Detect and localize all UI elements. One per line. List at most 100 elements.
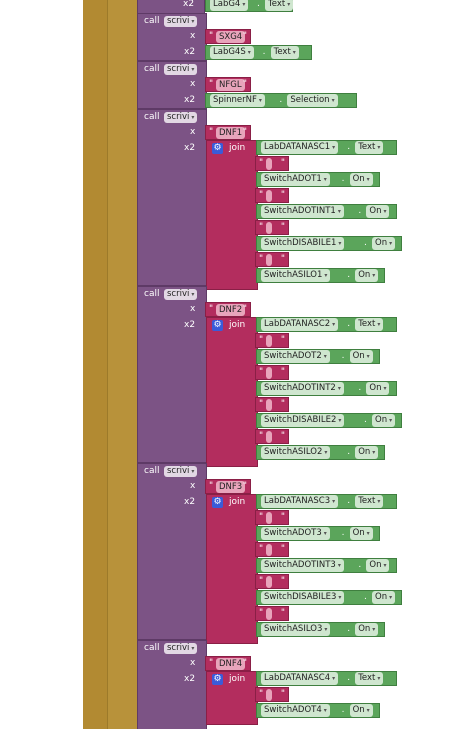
call-5-join-separator-1-text-block[interactable]: " " — [255, 510, 289, 525]
call-4-join-item-2-property-dropdown[interactable]: On ▾ — [349, 350, 373, 363]
call-3-join-item-5-getter[interactable]: SwitchASILO1 ▾. On ▾ — [256, 268, 386, 283]
call-4-join-item-2-getter[interactable]: SwitchADOT2 ▾. On ▾ — [256, 349, 380, 364]
call-4-join-item-1-component-chevron-icon[interactable]: ▾ — [332, 321, 336, 328]
call-4-join-item-5-component-dropdown[interactable]: SwitchASILO2 ▾ — [261, 446, 331, 459]
call-4-join-item-5-component-chevron-icon[interactable]: ▾ — [324, 449, 328, 456]
call-6-join-item-1-property-chevron-icon[interactable]: ▾ — [377, 675, 381, 682]
call-5-block[interactable]: call scrivi ▾ — [137, 463, 207, 640]
top-partial-getter[interactable]: LabG4 ▾. Text ▾ — [205, 0, 294, 12]
call-6-join-item-2-property-dropdown[interactable]: On ▾ — [349, 704, 373, 717]
call-3-join-separator-2-text-block[interactable]: " " — [255, 188, 289, 203]
call-4-join-item-3-getter[interactable]: SwitchADOTINT2 ▾. On ▾ — [256, 381, 397, 396]
call-2-x2-component-dropdown[interactable]: SpinnerNF ▾ — [210, 94, 265, 107]
call-6-join-item-1-component-chevron-icon[interactable]: ▾ — [332, 675, 336, 682]
call-3-join-item-1-property-dropdown[interactable]: Text ▾ — [355, 141, 384, 154]
call-6-join-item-2-component-chevron-icon[interactable]: ▾ — [323, 707, 327, 714]
call-3-x-text-block[interactable]: " DNF1 " — [205, 125, 251, 140]
call-3-join-separator-3-text-field[interactable] — [266, 222, 272, 234]
call-4-join-item-1-property-chevron-icon[interactable]: ▾ — [377, 321, 381, 328]
call-5-join-item-3-property-dropdown[interactable]: On ▾ — [366, 559, 390, 572]
call-4-join-separator-1-text-block[interactable]: " " — [255, 333, 289, 348]
call-1-x2-component-dropdown[interactable]: LabG4S ▾ — [210, 46, 254, 59]
call-3-join-item-3-property-dropdown[interactable]: On ▾ — [366, 205, 390, 218]
call-5-join-item-1-component-chevron-icon[interactable]: ▾ — [332, 498, 336, 505]
call-5-join-item-5-property-dropdown[interactable]: On ▾ — [355, 623, 379, 636]
call-4-join-separator-2-text-block[interactable]: " " — [255, 365, 289, 380]
top-partial-component-chevron-icon[interactable]: ▾ — [242, 1, 246, 8]
call-3-procedure-chevron-icon[interactable]: ▾ — [191, 114, 195, 121]
call-4-join-item-4-property-chevron-icon[interactable]: ▾ — [389, 417, 393, 424]
call-3-join-item-3-component-dropdown[interactable]: SwitchADOTINT1 ▾ — [261, 205, 344, 218]
call-3-x-text-field[interactable]: DNF1 — [216, 127, 246, 139]
call-4-join-separator-1-text-field[interactable] — [266, 335, 272, 347]
call-4-procedure-dropdown[interactable]: scrivi ▾ — [164, 289, 198, 300]
call-3-join-item-4-getter[interactable]: SwitchDISABILE1 ▾. On ▾ — [256, 236, 403, 251]
call-4-join-item-4-getter[interactable]: SwitchDISABILE2 ▾. On ▾ — [256, 413, 403, 428]
call-1-x-text-field[interactable]: SXG4 — [216, 31, 246, 43]
call-6-join-item-1-component-dropdown[interactable]: LabDATANASC4 ▾ — [261, 672, 339, 685]
call-3-join-block[interactable]: ⚙ join — [206, 140, 258, 290]
call-4-join-item-1-component-dropdown[interactable]: LabDATANASC2 ▾ — [261, 318, 339, 331]
call-6-x-text-block[interactable]: " DNF4 " — [205, 656, 251, 671]
call-5-join-item-4-property-dropdown[interactable]: On ▾ — [372, 591, 396, 604]
call-3-join-item-3-getter[interactable]: SwitchADOTINT1 ▾. On ▾ — [256, 204, 397, 219]
call-5-join-block[interactable]: ⚙ join — [206, 494, 258, 644]
call-2-x-text-field[interactable]: NFGL — [216, 79, 245, 91]
call-5-join-item-2-property-dropdown[interactable]: On ▾ — [349, 527, 373, 540]
call-4-join-item-1-property-dropdown[interactable]: Text ▾ — [355, 318, 384, 331]
call-4-join-item-3-component-chevron-icon[interactable]: ▾ — [337, 385, 341, 392]
call-5-join-item-4-component-chevron-icon[interactable]: ▾ — [338, 594, 342, 601]
call-5-join-item-3-component-dropdown[interactable]: SwitchADOTINT3 ▾ — [261, 559, 344, 572]
call-6-mutator-gear-icon[interactable]: ⚙ — [212, 674, 223, 685]
call-1-x2-property-dropdown[interactable]: Text ▾ — [270, 46, 299, 59]
call-2-block[interactable]: call scrivi ▾ — [137, 61, 207, 109]
call-4-x-text-field[interactable]: DNF2 — [216, 304, 246, 316]
call-4-join-separator-4-text-field[interactable] — [266, 431, 272, 443]
call-6-join-item-1-property-dropdown[interactable]: Text ▾ — [355, 672, 384, 685]
call-3-join-separator-1-text-field[interactable] — [266, 158, 272, 170]
call-5-join-item-5-component-chevron-icon[interactable]: ▾ — [324, 626, 328, 633]
call-4-join-item-4-component-dropdown[interactable]: SwitchDISABILE2 ▾ — [261, 414, 345, 427]
call-2-procedure-chevron-icon[interactable]: ▾ — [191, 66, 195, 73]
call-5-join-separator-3-text-field[interactable] — [266, 576, 272, 588]
call-3-join-item-1-property-chevron-icon[interactable]: ▾ — [377, 144, 381, 151]
top-partial-property-dropdown[interactable]: Text ▾ — [265, 0, 294, 11]
call-5-join-item-2-component-dropdown[interactable]: SwitchADOT3 ▾ — [261, 527, 330, 540]
call-5-join-item-4-component-dropdown[interactable]: SwitchDISABILE3 ▾ — [261, 591, 345, 604]
call-4-procedure-chevron-icon[interactable]: ▾ — [191, 291, 195, 298]
call-4-join-item-3-component-dropdown[interactable]: SwitchADOTINT2 ▾ — [261, 382, 344, 395]
call-2-x2-getter[interactable]: SpinnerNF ▾. Selection ▾ — [205, 93, 357, 108]
call-3-join-item-2-component-dropdown[interactable]: SwitchADOT1 ▾ — [261, 173, 330, 186]
call-3-join-separator-1-text-block[interactable]: " " — [255, 156, 289, 171]
call-6-join-separator-1-text-field[interactable] — [266, 689, 272, 701]
call-6-join-item-2-component-dropdown[interactable]: SwitchADOT4 ▾ — [261, 704, 330, 717]
call-5-mutator-gear-icon[interactable]: ⚙ — [212, 497, 223, 508]
call-1-x2-property-chevron-icon[interactable]: ▾ — [292, 49, 296, 56]
call-6-join-item-2-property-chevron-icon[interactable]: ▾ — [366, 707, 370, 714]
call-1-procedure-dropdown[interactable]: scrivi ▾ — [164, 16, 198, 27]
call-2-procedure-dropdown[interactable]: scrivi ▾ — [164, 64, 198, 75]
call-4-join-separator-2-text-field[interactable] — [266, 367, 272, 379]
call-6-block[interactable]: call scrivi ▾ — [137, 640, 207, 729]
call-5-join-item-3-property-chevron-icon[interactable]: ▾ — [383, 562, 387, 569]
call-5-join-item-1-component-dropdown[interactable]: LabDATANASC3 ▾ — [261, 495, 339, 508]
call-3-join-item-5-component-chevron-icon[interactable]: ▾ — [324, 272, 328, 279]
call-5-join-item-1-getter[interactable]: LabDATANASC3 ▾. Text ▾ — [256, 494, 397, 509]
call-3-join-separator-2-text-field[interactable] — [266, 190, 272, 202]
call-5-procedure-chevron-icon[interactable]: ▾ — [191, 468, 195, 475]
top-partial-component-dropdown[interactable]: LabG4 ▾ — [210, 0, 249, 11]
call-3-join-separator-4-text-field[interactable] — [266, 254, 272, 266]
call-4-join-item-5-getter[interactable]: SwitchASILO2 ▾. On ▾ — [256, 445, 386, 460]
call-4-join-item-5-property-chevron-icon[interactable]: ▾ — [372, 449, 376, 456]
call-4-join-item-2-component-dropdown[interactable]: SwitchADOT2 ▾ — [261, 350, 330, 363]
call-5-join-separator-1-text-field[interactable] — [266, 512, 272, 524]
call-5-join-item-2-component-chevron-icon[interactable]: ▾ — [323, 530, 327, 537]
call-5-join-item-1-property-dropdown[interactable]: Text ▾ — [355, 495, 384, 508]
call-3-join-item-2-property-dropdown[interactable]: On ▾ — [349, 173, 373, 186]
call-3-join-item-5-component-dropdown[interactable]: SwitchASILO1 ▾ — [261, 269, 331, 282]
call-5-join-item-2-property-chevron-icon[interactable]: ▾ — [366, 530, 370, 537]
call-1-x2-getter[interactable]: LabG4S ▾. Text ▾ — [205, 45, 312, 60]
call-3-join-item-3-component-chevron-icon[interactable]: ▾ — [337, 208, 341, 215]
call-3-mutator-gear-icon[interactable]: ⚙ — [212, 143, 223, 154]
